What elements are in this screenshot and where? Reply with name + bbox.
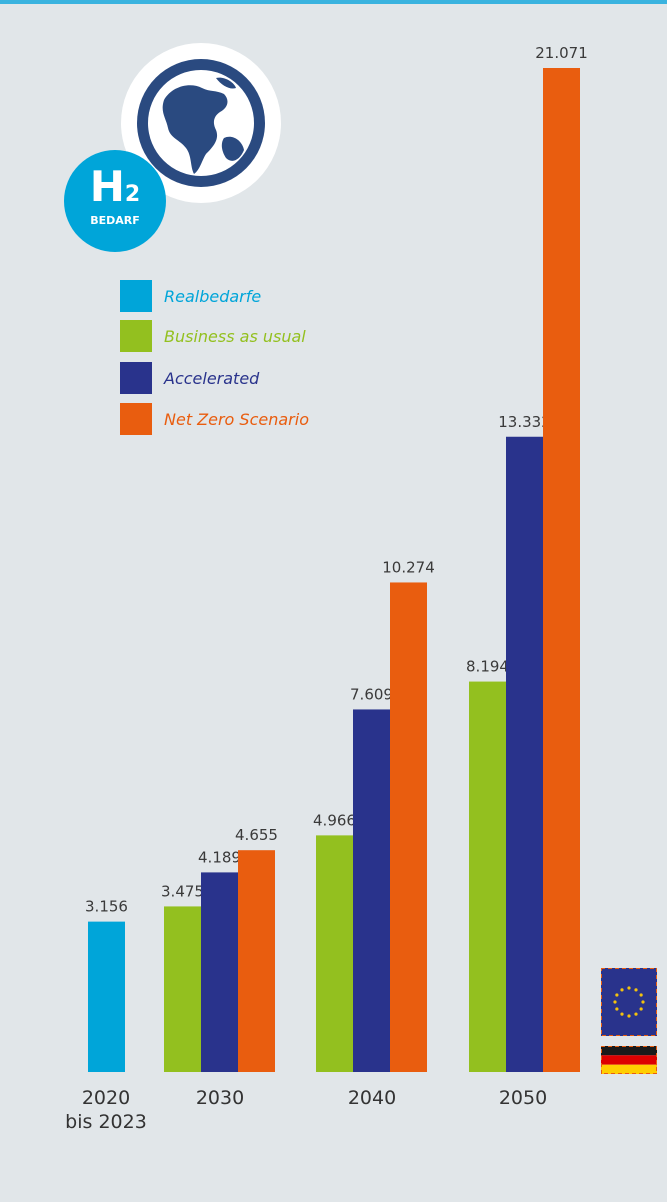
x-tick-label: 2030 xyxy=(196,1087,244,1109)
legend-swatch-business-as-usual xyxy=(120,320,152,352)
x-tick-label: 2050 xyxy=(499,1087,547,1109)
data-label-business-as-usual-2040: 4.966 xyxy=(313,811,356,829)
data-label-business-as-usual-2030: 3.475 xyxy=(161,882,204,900)
x-tick-label: bis 2023 xyxy=(65,1111,147,1133)
h2-label: H2 xyxy=(89,162,141,211)
eu-star xyxy=(620,988,624,992)
eu-star xyxy=(634,988,638,992)
legend-label-accelerated: Accelerated xyxy=(164,369,260,388)
x-tick-label: 2040 xyxy=(348,1087,396,1109)
eu-star xyxy=(634,1012,638,1016)
data-label-business-as-usual-2050: 8.194 xyxy=(466,658,509,676)
bar-net-zero-scenario-2040 xyxy=(390,582,427,1072)
data-label-net-zero-scenario-2050: 21.071 xyxy=(535,44,588,62)
h2-bedarf-badge: H2 BEDARF xyxy=(64,150,166,252)
legend-swatch-realbedarfe xyxy=(120,280,152,312)
eu-star xyxy=(615,993,619,997)
bar-accelerated-2030 xyxy=(201,872,238,1072)
eu-star xyxy=(620,1012,624,1016)
legend-swatch-net-zero-scenario xyxy=(120,403,152,435)
eu-star xyxy=(641,1000,645,1004)
eu-star xyxy=(613,1000,617,1004)
bar-accelerated-2050 xyxy=(506,436,543,1072)
bar-accelerated-2040 xyxy=(353,709,390,1072)
top-accent-line xyxy=(0,0,667,4)
bar-net-zero-scenario-2050 xyxy=(543,68,580,1072)
bar-net-zero-scenario-2030 xyxy=(238,850,275,1072)
eu-star xyxy=(627,986,631,990)
legend-label-net-zero-scenario: Net Zero Scenario xyxy=(164,410,309,429)
data-label-net-zero-scenario-2030: 4.655 xyxy=(235,826,278,844)
data-label-realbedarfe-2020: 3.156 xyxy=(85,898,128,916)
legend-swatch-accelerated xyxy=(120,362,152,394)
data-label-net-zero-scenario-2040: 10.274 xyxy=(382,558,435,576)
eu-star xyxy=(639,993,643,997)
legend-label-business-as-usual: Business as usual xyxy=(164,327,306,346)
germany-flag-icon xyxy=(600,1045,658,1075)
legend-label-realbedarfe: Realbedarfe xyxy=(164,287,262,306)
eu-star xyxy=(639,1007,643,1011)
bedarf-label: BEDARF xyxy=(90,214,140,227)
bar-business-as-usual-2040 xyxy=(316,835,353,1072)
x-tick-label: 2020 xyxy=(82,1087,130,1109)
data-label-accelerated-2040: 7.609 xyxy=(350,685,393,703)
data-label-accelerated-2030: 4.189 xyxy=(198,848,241,866)
bar-business-as-usual-2030 xyxy=(164,906,201,1072)
eu-flag-icon xyxy=(600,967,658,1037)
eu-star xyxy=(615,1007,619,1011)
data-label-accelerated-2050: 13.332 xyxy=(498,413,551,431)
bar-business-as-usual-2050 xyxy=(469,681,506,1072)
bar-realbedarfe-2020 xyxy=(88,921,125,1072)
globe-icon xyxy=(120,42,282,204)
eu-star xyxy=(627,1014,631,1018)
